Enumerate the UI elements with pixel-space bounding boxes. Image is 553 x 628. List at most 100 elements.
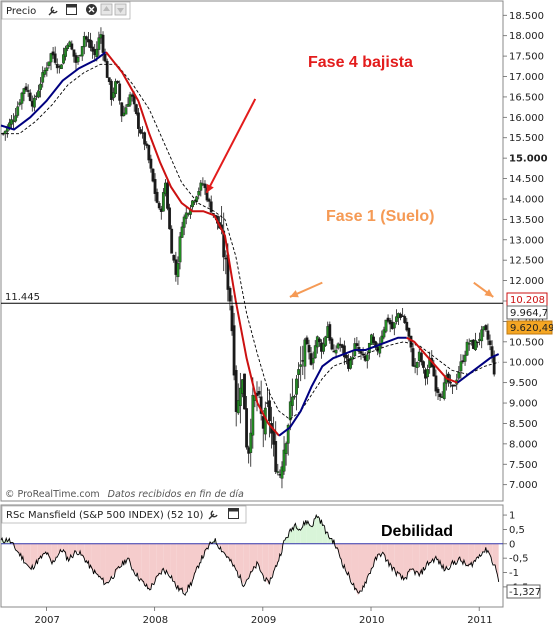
rsc-y-tick-label: 1 <box>509 511 515 522</box>
candle-body <box>259 396 263 414</box>
candle-body <box>372 336 375 343</box>
candle-body <box>336 343 340 349</box>
candle-body <box>170 228 174 254</box>
candle-body <box>392 322 396 329</box>
y-tick-label: 17.000 <box>509 72 544 83</box>
candle-body <box>39 83 43 90</box>
rsc-fill-segment <box>163 543 171 576</box>
ma-rising-segment <box>278 336 407 437</box>
candle-body <box>161 192 165 212</box>
arrow-down-icon[interactable] <box>114 3 127 16</box>
y-tick-label: 16.000 <box>509 113 544 124</box>
credit-line: © ProRealTime.com Datos recibidos en fin… <box>5 489 244 500</box>
rsc-fill-segment <box>243 543 250 585</box>
candle-body <box>118 83 122 101</box>
price-box-orange-text: 9.620,49 <box>510 323 553 334</box>
y-tick-label: 8.500 <box>509 419 538 430</box>
rsc-fill-segment <box>334 543 339 553</box>
rsc-y-tick-label: -1 <box>509 568 519 579</box>
wrench-icon[interactable] <box>48 6 58 16</box>
phase4-arrow-shaft <box>205 98 257 194</box>
y-tick-label: 15.000 <box>509 154 548 165</box>
rsc-fill-segment <box>394 543 404 580</box>
candle-body <box>191 200 194 208</box>
candle-body <box>476 341 479 344</box>
rsc-fill-segment <box>444 543 453 570</box>
candle-body <box>72 49 76 57</box>
rsc-fill-segment <box>343 543 352 582</box>
y-tick-label: 7.000 <box>509 480 538 491</box>
candle-body <box>313 345 317 359</box>
y-tick-label: 18.000 <box>509 31 544 42</box>
x-tick-layer: 2007 2008 2009 2010 2011 <box>34 607 493 626</box>
candle-body <box>207 199 211 202</box>
candle-body <box>199 182 203 191</box>
candle-body <box>55 63 59 69</box>
rsc-fill-segment <box>214 539 218 544</box>
price-box-red-text: 10.208 <box>510 295 545 306</box>
candle-body <box>409 335 413 348</box>
rsc-fill-segment <box>192 543 201 582</box>
candle-body <box>120 102 124 117</box>
candle-body <box>84 36 88 40</box>
rsc-fill-segment <box>311 515 317 544</box>
x-tick-label: 2009 <box>251 615 276 626</box>
candle-body <box>345 354 348 359</box>
rsc-fill-segment <box>184 543 193 593</box>
rsc-fill-segment <box>132 543 142 582</box>
rsc-panel-title: RSc Mansfield (S&P 500 INDEX) (52 10) <box>6 510 203 521</box>
y-tick-label: 7.500 <box>509 460 538 471</box>
ma-dashed-line <box>1 63 499 420</box>
candle-body <box>43 70 47 75</box>
arrow-up-icon[interactable] <box>100 3 113 16</box>
candle-body <box>53 53 57 63</box>
candle-body <box>109 80 113 100</box>
rsc-fill-segment <box>268 543 274 585</box>
close-icon[interactable] <box>86 4 97 15</box>
candle-body <box>276 471 280 473</box>
window-icon[interactable] <box>228 508 239 519</box>
rsc-fill-segment <box>474 543 482 562</box>
candle-body <box>463 354 467 362</box>
y-tick-label: 13.000 <box>509 235 544 246</box>
candle-body <box>41 72 45 83</box>
candle-body <box>166 182 169 209</box>
rsc-fill-segment <box>351 543 359 596</box>
rsc-fill-segment <box>257 543 263 576</box>
candle-body <box>359 351 363 354</box>
candle-body <box>245 408 248 448</box>
candle-body <box>16 106 20 116</box>
rsc-fill-segment <box>170 543 177 587</box>
candle-body <box>37 90 40 98</box>
candle-body <box>305 337 309 345</box>
window-icon[interactable] <box>66 4 77 15</box>
candle-body <box>51 51 55 56</box>
candle-body <box>465 341 469 356</box>
rsc-fill-segment <box>452 543 460 564</box>
candle-body <box>139 129 142 134</box>
rsc-fill-segment <box>492 543 497 570</box>
candle-body <box>488 340 492 345</box>
rsc-fill-segment <box>156 543 164 579</box>
candle-body <box>453 385 457 387</box>
candle-body <box>349 358 353 369</box>
price-box-white-text: 9.964,7 <box>510 308 548 319</box>
candle-body <box>180 226 184 238</box>
wrench-icon[interactable] <box>208 510 218 520</box>
rsc-fill-segment <box>84 543 92 570</box>
rsc-fill-segment <box>427 543 436 564</box>
ma-rising-segment <box>0 51 107 131</box>
candle-body <box>342 345 346 358</box>
candle-body <box>182 216 186 228</box>
rsc-annotation: Debilidad <box>381 523 453 540</box>
x-tick-label: 2010 <box>359 615 384 626</box>
candle-body <box>89 39 92 49</box>
candle-body <box>47 61 51 66</box>
candle-body <box>299 364 303 367</box>
candle-body <box>28 92 32 101</box>
candle-body <box>322 343 325 352</box>
rsc-value-box: -1,327 <box>506 584 541 599</box>
phase1-annotation: Fase 1 (Suelo) <box>326 208 434 225</box>
rsc-fill-segment <box>364 543 372 585</box>
rsc-panel-header-bg <box>1 505 247 524</box>
